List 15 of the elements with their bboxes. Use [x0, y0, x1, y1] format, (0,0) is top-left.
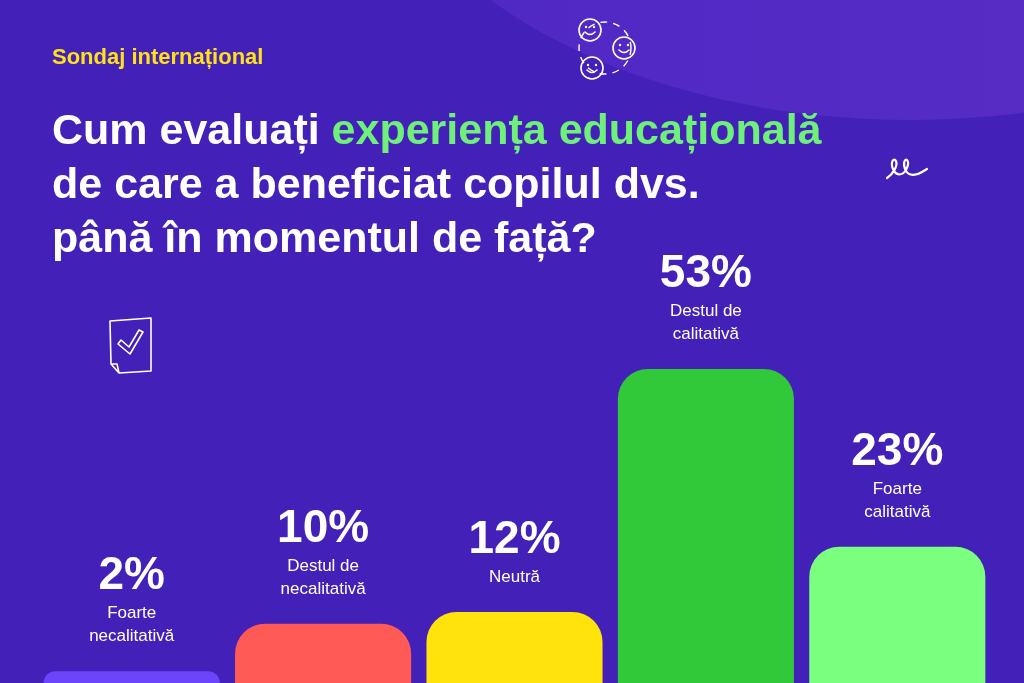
data-label: 2% — [98, 547, 165, 600]
data-label: 12% — [468, 510, 561, 563]
chart-subtitle: Sondaj internațional — [52, 44, 264, 70]
bar — [235, 623, 412, 683]
bar — [617, 369, 794, 683]
x-tick-label: Foarte calitativă — [864, 478, 931, 521]
bar — [809, 546, 986, 683]
x-tick-label: Destul de necalitativă — [280, 555, 367, 598]
x-tick-label: Neutră — [488, 566, 541, 586]
bar — [426, 611, 603, 683]
data-label: 10% — [277, 499, 370, 552]
x-tick-label: Destul de calitativă — [669, 301, 742, 343]
data-label: 23% — [851, 422, 944, 475]
bar — [43, 671, 220, 683]
x-tick-label: Foarte necalitativă — [89, 603, 175, 646]
